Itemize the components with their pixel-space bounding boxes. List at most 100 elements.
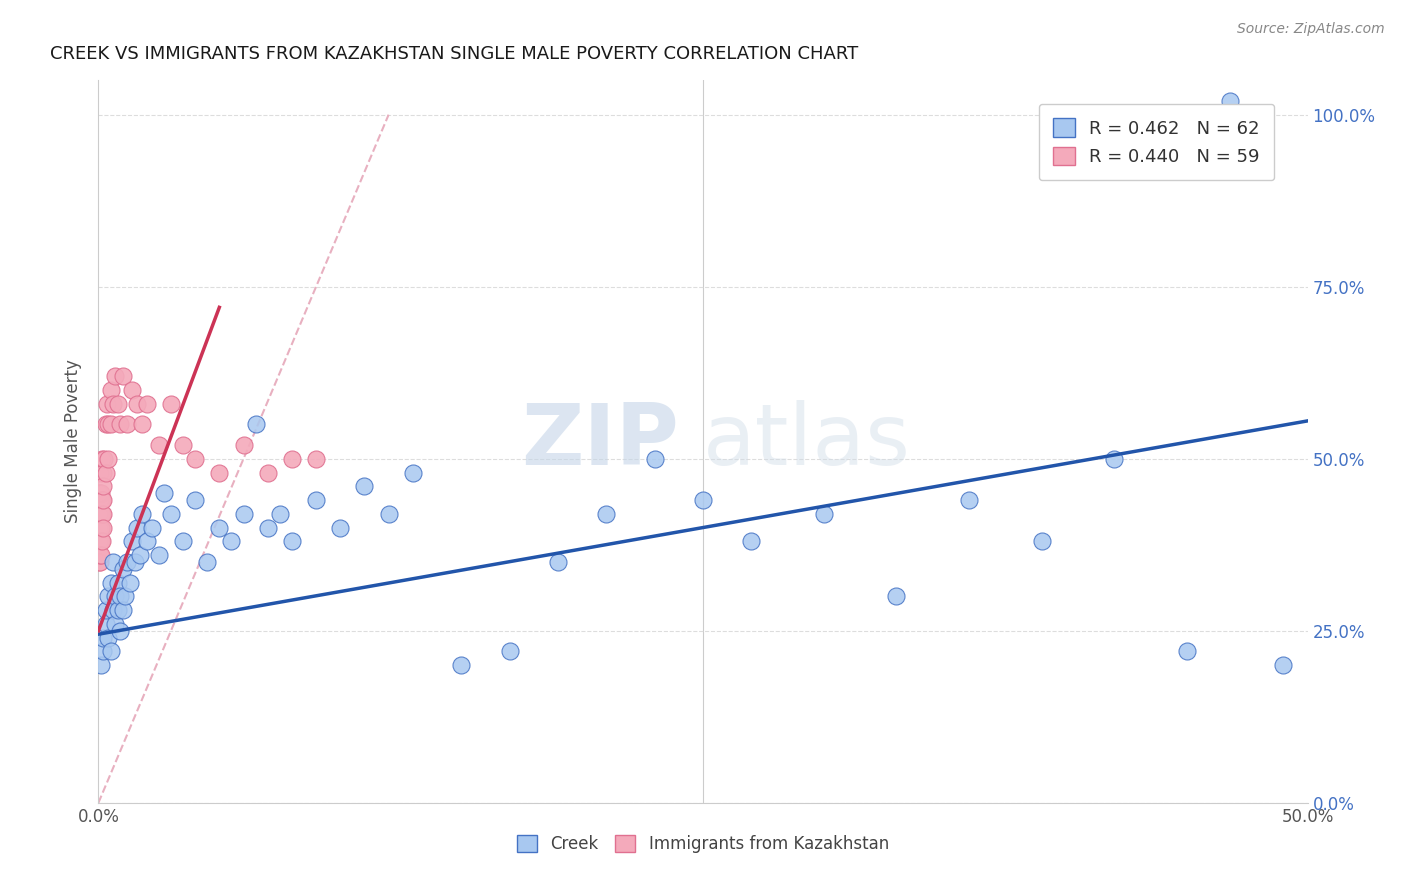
Point	[91, 466, 114, 480]
Point	[208, 520, 231, 534]
Point	[89, 520, 111, 534]
Point	[128, 548, 150, 562]
Point	[740, 534, 762, 549]
Point	[1219, 94, 1241, 108]
Point	[172, 438, 194, 452]
Point	[94, 417, 117, 432]
Point	[131, 417, 153, 432]
Point	[107, 397, 129, 411]
Point	[148, 438, 170, 452]
Point	[281, 534, 304, 549]
Text: ZIP: ZIP	[522, 400, 679, 483]
Point	[160, 507, 183, 521]
Point	[89, 520, 111, 534]
Point	[89, 466, 111, 480]
Point	[90, 520, 112, 534]
Point	[450, 658, 472, 673]
Point	[94, 466, 117, 480]
Point	[127, 397, 149, 411]
Point	[91, 644, 114, 658]
Point	[107, 575, 129, 590]
Point	[111, 603, 134, 617]
Point	[100, 417, 122, 432]
Point	[135, 534, 157, 549]
Point	[89, 507, 111, 521]
Point	[100, 644, 122, 658]
Point	[91, 507, 114, 521]
Point	[692, 493, 714, 508]
Point	[353, 479, 375, 493]
Point	[89, 534, 111, 549]
Point	[131, 507, 153, 521]
Point	[117, 417, 139, 432]
Point	[108, 417, 131, 432]
Point	[135, 397, 157, 411]
Point	[104, 369, 127, 384]
Point	[305, 493, 328, 508]
Point	[94, 616, 117, 631]
Point	[121, 534, 143, 549]
Point	[90, 548, 112, 562]
Point	[148, 548, 170, 562]
Point	[957, 493, 980, 508]
Point	[100, 383, 122, 397]
Point	[91, 534, 114, 549]
Point	[104, 590, 127, 604]
Point	[90, 507, 112, 521]
Point	[89, 555, 111, 569]
Point	[172, 534, 194, 549]
Text: atlas: atlas	[703, 400, 911, 483]
Legend: Creek, Immigrants from Kazakhstan: Creek, Immigrants from Kazakhstan	[510, 828, 896, 860]
Point	[127, 520, 149, 534]
Point	[595, 507, 617, 521]
Point	[121, 383, 143, 397]
Point	[91, 493, 114, 508]
Point	[644, 451, 666, 466]
Point	[90, 486, 112, 500]
Point	[1031, 534, 1053, 549]
Point	[232, 507, 254, 521]
Point	[101, 603, 124, 617]
Point	[305, 451, 328, 466]
Point	[89, 507, 111, 521]
Text: Source: ZipAtlas.com: Source: ZipAtlas.com	[1237, 22, 1385, 37]
Point	[101, 555, 124, 569]
Point	[97, 451, 120, 466]
Point	[195, 555, 218, 569]
Point	[91, 631, 114, 645]
Point	[89, 493, 111, 508]
Point	[184, 493, 207, 508]
Point	[89, 507, 111, 521]
Point	[245, 417, 267, 432]
Point	[256, 520, 278, 534]
Point	[281, 451, 304, 466]
Point	[184, 451, 207, 466]
Point	[498, 644, 520, 658]
Point	[269, 507, 291, 521]
Point	[91, 479, 114, 493]
Point	[108, 624, 131, 638]
Point	[141, 520, 163, 534]
Point	[104, 616, 127, 631]
Point	[100, 575, 122, 590]
Point	[97, 631, 120, 645]
Point	[886, 590, 908, 604]
Point	[377, 507, 399, 521]
Point	[152, 486, 174, 500]
Point	[87, 534, 110, 549]
Point	[90, 493, 112, 508]
Point	[90, 520, 112, 534]
Point	[256, 466, 278, 480]
Point	[1102, 451, 1125, 466]
Text: CREEK VS IMMIGRANTS FROM KAZAKHSTAN SINGLE MALE POVERTY CORRELATION CHART: CREEK VS IMMIGRANTS FROM KAZAKHSTAN SING…	[51, 45, 858, 63]
Point	[1272, 658, 1295, 673]
Point	[90, 534, 112, 549]
Point	[90, 507, 112, 521]
Point	[232, 438, 254, 452]
Point	[89, 548, 111, 562]
Point	[91, 493, 114, 508]
Point	[94, 603, 117, 617]
Point	[221, 534, 243, 549]
Point	[96, 397, 118, 411]
Point	[108, 590, 131, 604]
